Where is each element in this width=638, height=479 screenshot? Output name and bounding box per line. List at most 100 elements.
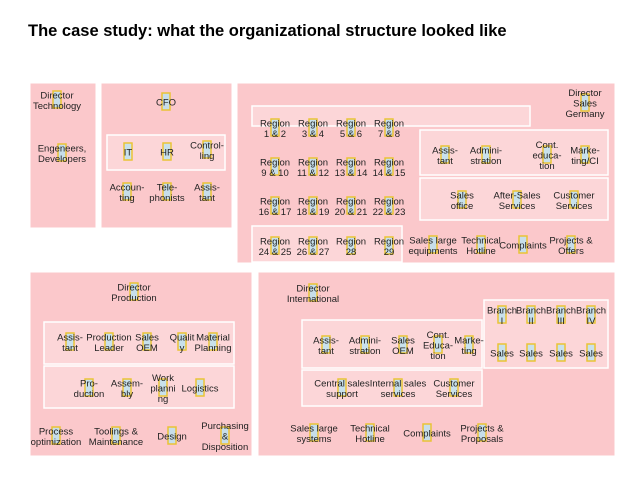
person-marker bbox=[308, 196, 318, 215]
org-node: Sales large systems bbox=[290, 423, 338, 445]
person-marker bbox=[308, 236, 318, 255]
org-node: Admini-stration bbox=[349, 335, 381, 357]
org-node: Sales bbox=[579, 349, 603, 360]
org-node: Pro-duction bbox=[74, 378, 105, 400]
person-marker bbox=[158, 378, 168, 397]
person-marker bbox=[162, 182, 172, 201]
org-node: Region 28 bbox=[336, 236, 366, 258]
org-node: Purchasing & Disposition bbox=[201, 421, 249, 453]
org-node: Sales OEM bbox=[391, 335, 415, 357]
person-marker bbox=[161, 92, 171, 111]
person-marker bbox=[208, 332, 218, 351]
person-marker bbox=[220, 426, 230, 445]
org-node: Technical Hotline bbox=[350, 423, 390, 445]
panel bbox=[43, 321, 235, 365]
person-marker bbox=[122, 182, 132, 201]
org-node: Qualit y bbox=[170, 332, 195, 354]
person-marker bbox=[586, 343, 596, 362]
org-node: Production Leader bbox=[86, 332, 131, 354]
org-node: Technical Hotline bbox=[461, 235, 501, 257]
org-node: Tele-phonists bbox=[149, 182, 185, 204]
person-marker bbox=[308, 118, 318, 137]
org-node: Sales bbox=[549, 349, 573, 360]
person-marker bbox=[346, 118, 356, 137]
person-marker bbox=[393, 378, 403, 397]
unit-title: Director Technology bbox=[33, 90, 81, 112]
person-marker bbox=[65, 332, 75, 351]
org-node: Complaints bbox=[499, 241, 547, 252]
org-node: HR bbox=[160, 148, 174, 159]
org-node: Projects & Proposals bbox=[460, 423, 504, 445]
person-marker bbox=[518, 235, 528, 254]
person-marker bbox=[384, 118, 394, 137]
org-node: Region 3 & 4 bbox=[298, 118, 328, 140]
person-marker bbox=[346, 236, 356, 255]
person-marker bbox=[346, 196, 356, 215]
person-marker bbox=[162, 142, 172, 161]
org-node: Branch III bbox=[546, 305, 576, 327]
person-marker bbox=[321, 335, 331, 354]
org-node: Region 7 & 8 bbox=[374, 118, 404, 140]
person-marker bbox=[202, 182, 212, 201]
org-node: Internal sales services bbox=[370, 378, 427, 400]
org-node: Design bbox=[157, 432, 187, 443]
org-node: Region 1 & 2 bbox=[260, 118, 290, 140]
org-node: Engeneers, Developers bbox=[38, 143, 87, 165]
person-marker bbox=[84, 378, 94, 397]
person-marker bbox=[270, 157, 280, 176]
unit-title: Director Production bbox=[111, 282, 156, 304]
org-node: Sales bbox=[490, 349, 514, 360]
org-node: Cont. Educa-tion bbox=[423, 330, 453, 362]
org-node: Cont. educa-tion bbox=[532, 140, 561, 172]
person-marker bbox=[51, 426, 61, 445]
org-node: Complaints bbox=[403, 429, 451, 440]
unit-title: CFO bbox=[156, 98, 176, 109]
person-marker bbox=[104, 332, 114, 351]
org-node: Control-ling bbox=[190, 140, 224, 162]
org-node: Assis-tant bbox=[432, 145, 458, 167]
org-node: Branch IV bbox=[576, 305, 606, 327]
org-node: Region 24 & 25 bbox=[259, 236, 292, 258]
person-marker bbox=[481, 145, 491, 164]
org-node: Customer Services bbox=[433, 378, 474, 400]
org-node: Region 22 & 23 bbox=[373, 196, 406, 218]
panel bbox=[43, 365, 235, 409]
org-node: Material Planning bbox=[195, 332, 232, 354]
unit-title: Director Sales Germany bbox=[565, 88, 604, 120]
org-node: Region 13 & 14 bbox=[335, 157, 368, 179]
person-marker bbox=[542, 145, 552, 164]
person-marker bbox=[384, 236, 394, 255]
person-marker bbox=[270, 196, 280, 215]
org-node: Assem-bly bbox=[111, 378, 143, 400]
org-node: Region 5 & 6 bbox=[336, 118, 366, 140]
person-marker bbox=[526, 305, 536, 324]
org-node: Projects & Offers bbox=[549, 235, 593, 257]
panel bbox=[419, 129, 609, 176]
nodes: Director Technology Engeneers, Developers CF… bbox=[31, 88, 606, 453]
person-marker bbox=[512, 190, 522, 209]
person-marker bbox=[122, 378, 132, 397]
person-marker bbox=[569, 190, 579, 209]
person-marker bbox=[365, 423, 375, 442]
org-node: After-Sales Services bbox=[494, 190, 541, 212]
person-marker bbox=[270, 236, 280, 255]
org-node: Logistics bbox=[182, 384, 219, 395]
person-marker bbox=[52, 90, 62, 109]
org-node: Assis-tant bbox=[194, 182, 220, 204]
person-marker bbox=[497, 305, 507, 324]
person-marker bbox=[433, 335, 443, 354]
org-node: Toolings & Maintenance bbox=[89, 426, 143, 448]
org-node: Sales bbox=[519, 349, 543, 360]
person-marker bbox=[308, 157, 318, 176]
person-marker bbox=[449, 378, 459, 397]
person-marker bbox=[123, 142, 133, 161]
org-node: Customer Services bbox=[553, 190, 594, 212]
org-node: Branch I bbox=[487, 305, 517, 327]
person-marker bbox=[464, 335, 474, 354]
person-marker bbox=[202, 140, 212, 159]
person-marker bbox=[457, 190, 467, 209]
person-marker bbox=[556, 305, 566, 324]
person-marker bbox=[580, 145, 590, 164]
org-node: Sales OEM bbox=[135, 332, 159, 354]
